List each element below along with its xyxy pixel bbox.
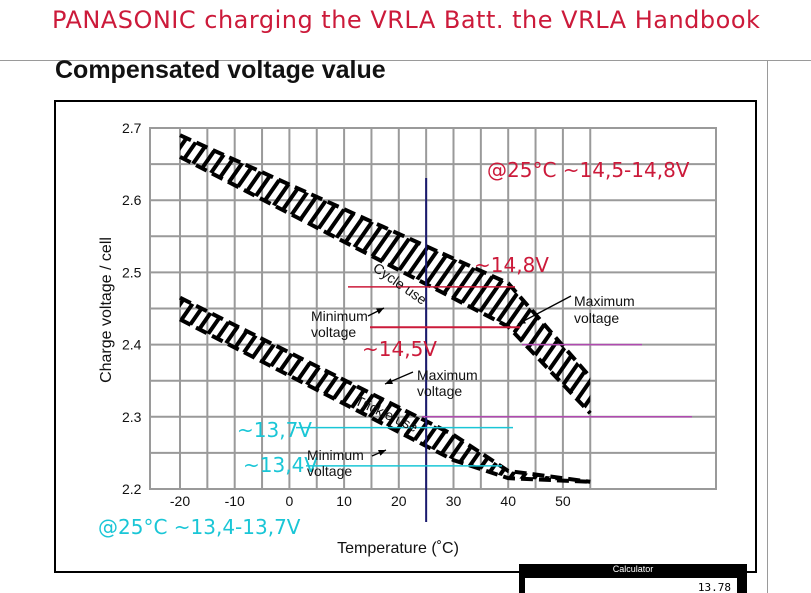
arrow-max-cycle-head: [518, 317, 526, 324]
page-headline: PANASONIC charging the VRLA Batt. the VR…: [52, 6, 761, 34]
x-tick-label: 0: [286, 493, 294, 509]
arrow-max-trickle-head: [385, 378, 393, 384]
x-tick-label: 30: [446, 493, 462, 509]
y-axis-label: Charge voltage / cell: [98, 237, 115, 383]
x-tick-label: 40: [500, 493, 516, 509]
label-25c-cycle: @25°C ~14,5-14,8V: [487, 158, 690, 182]
label-137v: ~13,7V: [237, 418, 312, 442]
top-divider: [0, 60, 811, 61]
grid: [149, 127, 717, 490]
label-25c-trickle: @25°C ~13,4-13,7V: [98, 515, 301, 539]
label-min-trickle-2: voltage: [307, 463, 352, 479]
y-tick-label: 2.6: [122, 192, 142, 208]
overlays: [296, 178, 692, 522]
chart-title: Compensated voltage value: [55, 56, 386, 84]
calculator-window[interactable]: Calculator 13.78: [519, 564, 747, 593]
arrow-max-cycle: [517, 295, 572, 325]
label-134v: ~13,4V: [243, 453, 318, 477]
y-tick-label: 2.3: [122, 409, 142, 425]
band-cycle: [180, 135, 591, 414]
label-max-trickle-2: voltage: [417, 383, 462, 399]
band-edge-lower: [179, 317, 591, 484]
calculator-title: Calculator: [612, 564, 654, 574]
x-tick-label: 50: [555, 493, 571, 509]
label-145v: ~14,5V: [362, 337, 437, 361]
y-tick-label: 2.4: [122, 337, 142, 353]
x-tick-label: 20: [391, 493, 407, 509]
x-tick-label: -10: [225, 493, 245, 509]
y-tick-label: 2.5: [122, 264, 142, 280]
label-max-cycle-1: Maximum: [574, 293, 635, 309]
chart-frame: [54, 100, 757, 573]
band-edge-upper: [179, 295, 591, 484]
x-tick-label: 10: [336, 493, 352, 509]
arrow-min-trickle-head: [378, 450, 386, 456]
ticks: 2.2 2.3 2.4 2.5 2.6 2.7 -20 -10 0 10 20 30 40 50 Tempe…: [98, 120, 571, 557]
arrow-min-cycle-head: [376, 308, 384, 315]
y-tick-label: 2.2: [122, 481, 142, 497]
calculator-display: 13.78: [525, 578, 737, 593]
band-edge-upper: [179, 133, 592, 379]
right-divider: [767, 60, 768, 593]
label-min-cycle-1: Minimum: [311, 308, 368, 324]
label-max-cycle-2: voltage: [574, 310, 619, 326]
y-tick-label: 2.7: [122, 120, 142, 136]
label-min-trickle-1: Minimum: [307, 447, 364, 463]
x-tick-label: -20: [170, 493, 190, 509]
label-max-trickle-1: Maximum: [417, 367, 478, 383]
label-min-cycle-2: voltage: [311, 324, 356, 340]
x-axis-label: Temperature (˚C): [337, 540, 459, 557]
label-148v: ~14,8V: [474, 253, 549, 277]
